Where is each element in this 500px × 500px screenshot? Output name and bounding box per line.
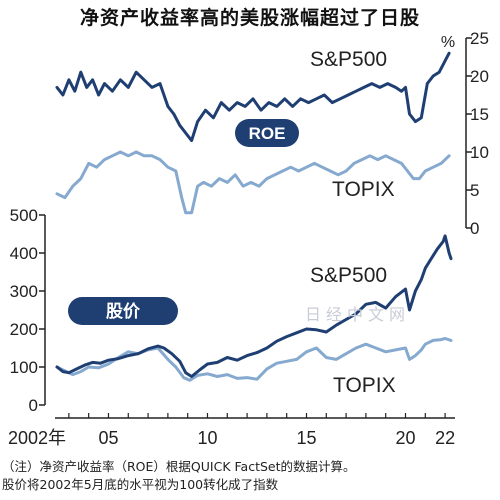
roe-y-tick-label: 5 bbox=[470, 181, 479, 200]
watermark-text: 日经中文网 bbox=[305, 305, 411, 324]
x-tick-label: 05 bbox=[98, 428, 118, 448]
roe-y-tick-label: 15 bbox=[470, 105, 489, 124]
footnote-line-2: 股价将2002年5月底的水平视为100转化成了指数 bbox=[2, 477, 279, 492]
chart-title: 净资产收益率高的美股涨幅超过了日股 bbox=[79, 7, 420, 29]
x-tick-label: 22 bbox=[435, 428, 455, 448]
roe-badge-label: ROE bbox=[249, 124, 286, 143]
roe-legend-sp500: S&P500 bbox=[310, 48, 387, 71]
roe-y-unit: % bbox=[441, 34, 455, 51]
roe-y-tick-label: 0 bbox=[470, 219, 479, 238]
price-legend-topix: TOPIX bbox=[333, 374, 396, 397]
roe-y-tick-label: 10 bbox=[470, 143, 489, 162]
x-tick-label: 20 bbox=[395, 428, 415, 448]
price-badge-label: 股价 bbox=[106, 302, 141, 321]
price-sp500-line bbox=[55, 234, 453, 378]
price-badge bbox=[68, 297, 178, 325]
x-tick-label: 15 bbox=[296, 428, 316, 448]
price-topix-line bbox=[55, 337, 453, 382]
x-tick-label: 2002年 bbox=[8, 428, 66, 448]
price-y-tick-label: 100 bbox=[10, 358, 38, 377]
roe-topix-line bbox=[55, 150, 451, 215]
price-legend-sp500: S&P500 bbox=[310, 264, 387, 287]
x-tick-label: 10 bbox=[197, 428, 217, 448]
roe-y-tick-label: 25 bbox=[470, 29, 489, 48]
footnote-line-1: （注）净资产收益率（ROE）根据QUICK FactSet的数据计算。 bbox=[2, 459, 356, 474]
price-y-tick-label: 300 bbox=[10, 282, 38, 301]
price-y-tick-label: 400 bbox=[10, 244, 38, 263]
roe-legend-topix: TOPIX bbox=[332, 178, 395, 201]
roe-badge bbox=[235, 119, 299, 147]
price-y-tick-label: 200 bbox=[10, 320, 38, 339]
roe-y-tick-label: 20 bbox=[470, 67, 489, 86]
price-y-tick-label: 500 bbox=[10, 206, 38, 225]
price-y-tick-label: 0 bbox=[29, 396, 38, 415]
roe-sp500-line bbox=[55, 51, 451, 143]
